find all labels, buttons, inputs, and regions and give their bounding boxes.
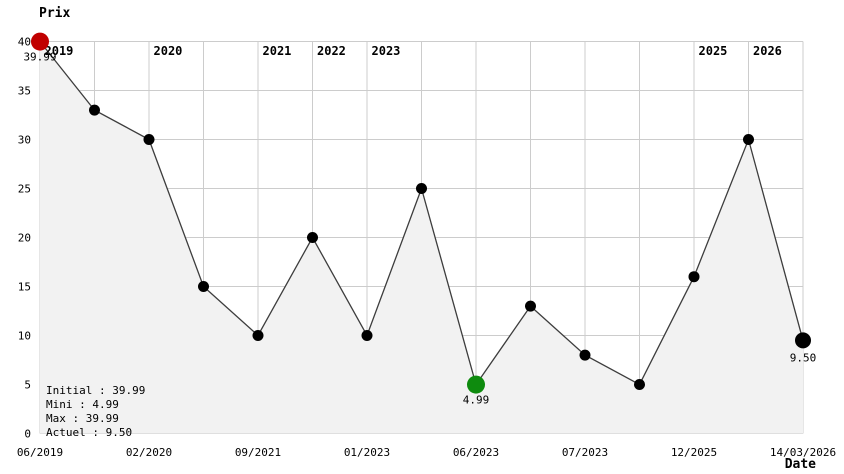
y-tick-label: 30	[18, 134, 31, 147]
data-point-current	[795, 332, 811, 349]
data-point-normal	[361, 330, 373, 341]
y-tick-label: 25	[18, 183, 31, 196]
x-tick-label: 12/2025	[671, 446, 717, 459]
year-label: 2026	[753, 44, 782, 58]
y-tick-label: 20	[18, 232, 31, 245]
data-point-normal	[634, 379, 645, 390]
data-point-normal	[143, 134, 155, 145]
x-tick-label: 06/2023	[453, 446, 499, 459]
data-point-normal	[307, 232, 318, 243]
year-label: 2019	[45, 44, 74, 58]
y-tick-label: 35	[18, 85, 31, 98]
y-tick-label: 5	[24, 379, 31, 392]
legend-line: Actuel : 9.50	[46, 426, 132, 439]
legend-line: Initial : 39.99	[46, 384, 145, 397]
x-tick-label: 07/2023	[562, 446, 608, 459]
y-tick-label: 10	[18, 330, 31, 343]
point-annotation: 4.99	[463, 394, 490, 407]
data-point-normal	[525, 300, 536, 312]
year-label: 2020	[154, 44, 183, 58]
data-points	[31, 32, 811, 394]
x-tick-label: 02/2020	[126, 446, 172, 459]
point-annotation: 39.99	[23, 51, 56, 64]
year-label: 2025	[699, 44, 728, 58]
legend-line: Mini : 4.99	[46, 398, 119, 411]
x-tick-label: 01/2023	[344, 446, 390, 459]
year-label: 2023	[372, 44, 401, 58]
data-point-normal	[688, 271, 700, 283]
data-point-normal	[89, 104, 100, 116]
area-fill-group	[40, 41, 803, 434]
data-point-normal	[252, 330, 264, 341]
point-annotations: 39.99 4.99 9.50	[23, 51, 816, 407]
y-tick-label: 40	[18, 36, 31, 49]
legend-line: Max : 39.99	[46, 412, 119, 425]
area-fill	[40, 41, 803, 434]
data-point-max	[31, 32, 49, 51]
x-tick-label: 06/2019	[17, 446, 63, 459]
data-point-normal	[579, 349, 591, 361]
y-axis-title: Prix	[39, 6, 70, 21]
year-label: 2021	[263, 44, 292, 58]
year-label: 2022	[317, 44, 346, 58]
y-tick-label: 0	[24, 428, 31, 441]
data-point-normal	[416, 183, 427, 194]
x-axis-title: Date	[785, 457, 816, 472]
data-point-min	[467, 375, 485, 394]
point-annotation: 9.50	[790, 351, 817, 364]
y-tick-label: 15	[18, 281, 31, 294]
data-point-normal	[198, 281, 209, 292]
x-tick-label: 14/03/2026	[770, 446, 836, 459]
axis-labels: 051015202530354006/2019201902/2020202009…	[17, 36, 836, 460]
data-point-normal	[743, 134, 754, 145]
x-tick-label: 09/2021	[235, 446, 281, 459]
